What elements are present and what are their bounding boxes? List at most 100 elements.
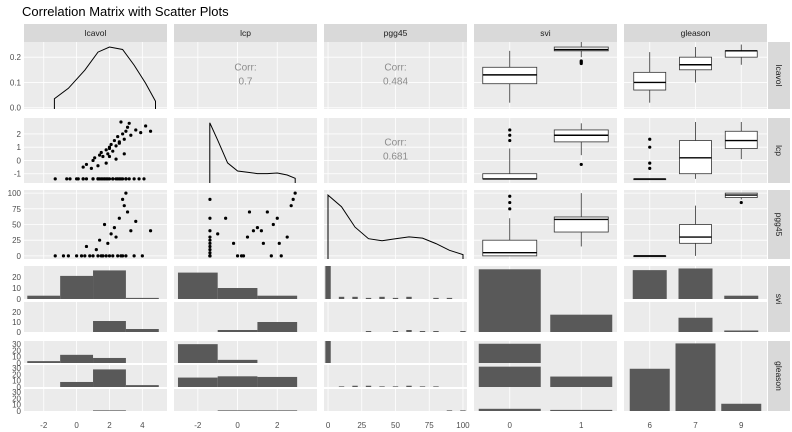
density-line-lcavol [53, 46, 156, 109]
hist-bar-pgg45_by_svi-0 [365, 297, 372, 299]
hist-bar-lcavol_by_svi-0 [93, 270, 126, 299]
boxplot-outlier-svi_pgg45 [508, 194, 512, 198]
correlation-label-lcavol-pgg45: Corr: [384, 63, 406, 74]
scatter-point-pgg45_vs_lcp [239, 254, 244, 258]
scatter-point-lcp_vs_lcavol_upper [119, 120, 123, 124]
scatter-point-lcp_vs_lcavol_upper [127, 121, 131, 125]
boxplot-outlier-gleason_lcp [648, 137, 652, 141]
row-strip-lcavol [768, 42, 790, 109]
scatter-point-pgg45_vs_lcp [235, 254, 240, 258]
row-strip-label-gleason: gleason [774, 361, 784, 391]
y-tick-label-lcp: 0 [17, 156, 22, 165]
scatter-point-pgg45_vs_lcavol [61, 254, 66, 258]
row-strip-gleason [768, 341, 790, 411]
hist-bar-pgg45_by_svi-0 [338, 296, 345, 299]
scatter-point-lcp_vs_lcavol_upper [101, 154, 105, 159]
y-tick-label-lcp: -1 [14, 170, 22, 179]
hist-bar-pgg45_by_gleason-7 [406, 385, 412, 387]
hist-bar-pgg45_by_gleason-7 [392, 386, 399, 387]
row-strip-label-lcp: lcp [774, 145, 784, 156]
scatter-point-pgg45_vs_lcavol [91, 254, 95, 258]
scatter-point-lcp_vs_lcavol [91, 177, 95, 181]
y-tick-label-pgg45: 50 [12, 221, 21, 230]
y-tick-label-lcavol: 0.2 [10, 53, 22, 62]
scatter-point-lcp_vs_lcavol [114, 157, 118, 161]
column-strip-gleason [624, 24, 767, 42]
hist-bar-lcp_by_gleason-6 [217, 359, 258, 363]
hist-bar-lcavol_by_gleason-6 [60, 354, 94, 363]
y-tick-label-gleason-7: 0 [17, 383, 22, 392]
x-tick-label-lcavol: -2 [40, 421, 48, 430]
boxplot-box-svi_pgg45 [482, 239, 538, 257]
scatter-point-pgg45_vs_lcp [208, 229, 212, 233]
scatter-point-pgg45_vs_lcp [245, 235, 250, 239]
hist-bar-lcavol_by_gleason-7 [93, 369, 126, 387]
correlation-value-lcp-pgg45: 0.681 [383, 152, 408, 163]
x-tick-label-svi: 0 [508, 421, 513, 430]
hist-bar-lcp_by_gleason-9 [257, 410, 298, 411]
hist-bar-lcavol_by_svi-1 [93, 321, 126, 332]
scatter-point-lcp_vs_lcavol [68, 177, 72, 181]
hist-bar-pgg45_by_gleason-9 [460, 410, 466, 411]
panel-gleason-lcp-9-background [174, 389, 317, 411]
row-strip-label-lcavol: lcavol [774, 65, 784, 87]
hist-bar-pgg45_by_svi-0 [379, 296, 385, 299]
scatter-point-pgg45_vs_lcp [208, 251, 212, 255]
hist-bar-pgg45_by_svi-0 [392, 297, 399, 299]
hist-bar-pgg45_by_gleason-7 [433, 386, 439, 387]
hist-bar-pgg45_by_svi-1 [365, 331, 372, 332]
boxplot-outlier-svi_pgg45 [508, 200, 512, 205]
bar-gleason-9 [721, 403, 762, 411]
density-line-lcp [209, 122, 296, 183]
scatter-point-pgg45_vs_lcavol [88, 254, 92, 258]
y-tick-label-svi-1: 10 [12, 318, 21, 327]
scatter-point-lcp_vs_lcavol_upper [106, 152, 110, 156]
scatter-point-pgg45_vs_lcp [251, 229, 256, 233]
y-tick-label-gleason-6: 20 [12, 346, 21, 355]
panel-lcavol-lcp-background [174, 42, 317, 109]
column-strip-label-pgg45: pgg45 [384, 28, 408, 38]
x-tick-label-lcavol: 0 [74, 421, 79, 430]
scatter-point-lcp_vs_lcavol_upper [148, 129, 153, 133]
row-strip-svi [768, 266, 790, 332]
x-tick-label-pgg45: 0 [326, 421, 331, 430]
scatter-point-pgg45_vs_lcavol [148, 229, 153, 233]
scatter-point-pgg45_vs_lcavol [122, 204, 126, 208]
scatter-point-pgg45_vs_lcp [208, 241, 212, 245]
panel-gleason-lcavol-6-background [24, 341, 167, 363]
scatter-point-lcp_vs_lcavol_upper [89, 166, 93, 171]
y-tick-label-pgg45: 25 [12, 236, 21, 245]
hist-bar-lcavol_by_gleason-7 [60, 381, 94, 387]
scatter-point-pgg45_vs_lcp [208, 235, 212, 239]
bar-svi-1 [550, 314, 613, 332]
hist-bar-pgg45_by_svi-0 [433, 297, 439, 299]
scatter-point-pgg45_vs_lcavol [107, 254, 112, 258]
scatter-point-lcp_vs_lcavol [76, 177, 80, 181]
boxplot-outlier-gleason_lcp [648, 145, 652, 149]
bar-svi-gleason-0-9 [724, 295, 759, 299]
chart-title: Correlation Matrix with Scatter Plots [22, 4, 229, 19]
scatter-point-lcp_vs_lcavol_upper [121, 132, 125, 136]
scatter-point-pgg45_vs_lcavol [106, 241, 110, 245]
scatter-point-lcp_vs_lcavol_upper [93, 156, 97, 160]
scatter-point-pgg45_vs_lcavol [83, 254, 87, 258]
hist-bar-pgg45_by_svi-0 [325, 266, 331, 299]
column-strip-label-gleason: gleason [681, 28, 711, 38]
boxplot-outlier-svi_lcp [508, 138, 512, 143]
scatter-point-lcp_vs_lcavol_upper [134, 128, 138, 132]
panel-lcavol-lcavol-background [24, 42, 167, 109]
hist-bar-lcp_by_gleason-7 [257, 376, 298, 387]
scatter-point-lcp_vs_lcavol_upper [104, 148, 108, 152]
scatter-point-pgg45_vs_lcavol [121, 197, 125, 202]
scatter-point-lcp_vs_lcavol [132, 177, 136, 181]
y-tick-label-svi-1: 0 [17, 328, 22, 337]
y-tick-label-pgg45: 0 [17, 252, 22, 261]
column-strip-pgg45 [324, 24, 467, 42]
scatter-point-lcp_vs_lcavol [65, 177, 69, 181]
hist-bar-pgg45_by_gleason-7 [352, 385, 358, 387]
hist-bar-pgg45_by_gleason-6 [325, 341, 331, 363]
scatter-point-lcp_vs_lcavol_upper [98, 153, 102, 157]
y-tick-label-svi-1: 20 [12, 308, 21, 317]
hist-bar-pgg45_by_svi-1 [419, 331, 426, 332]
